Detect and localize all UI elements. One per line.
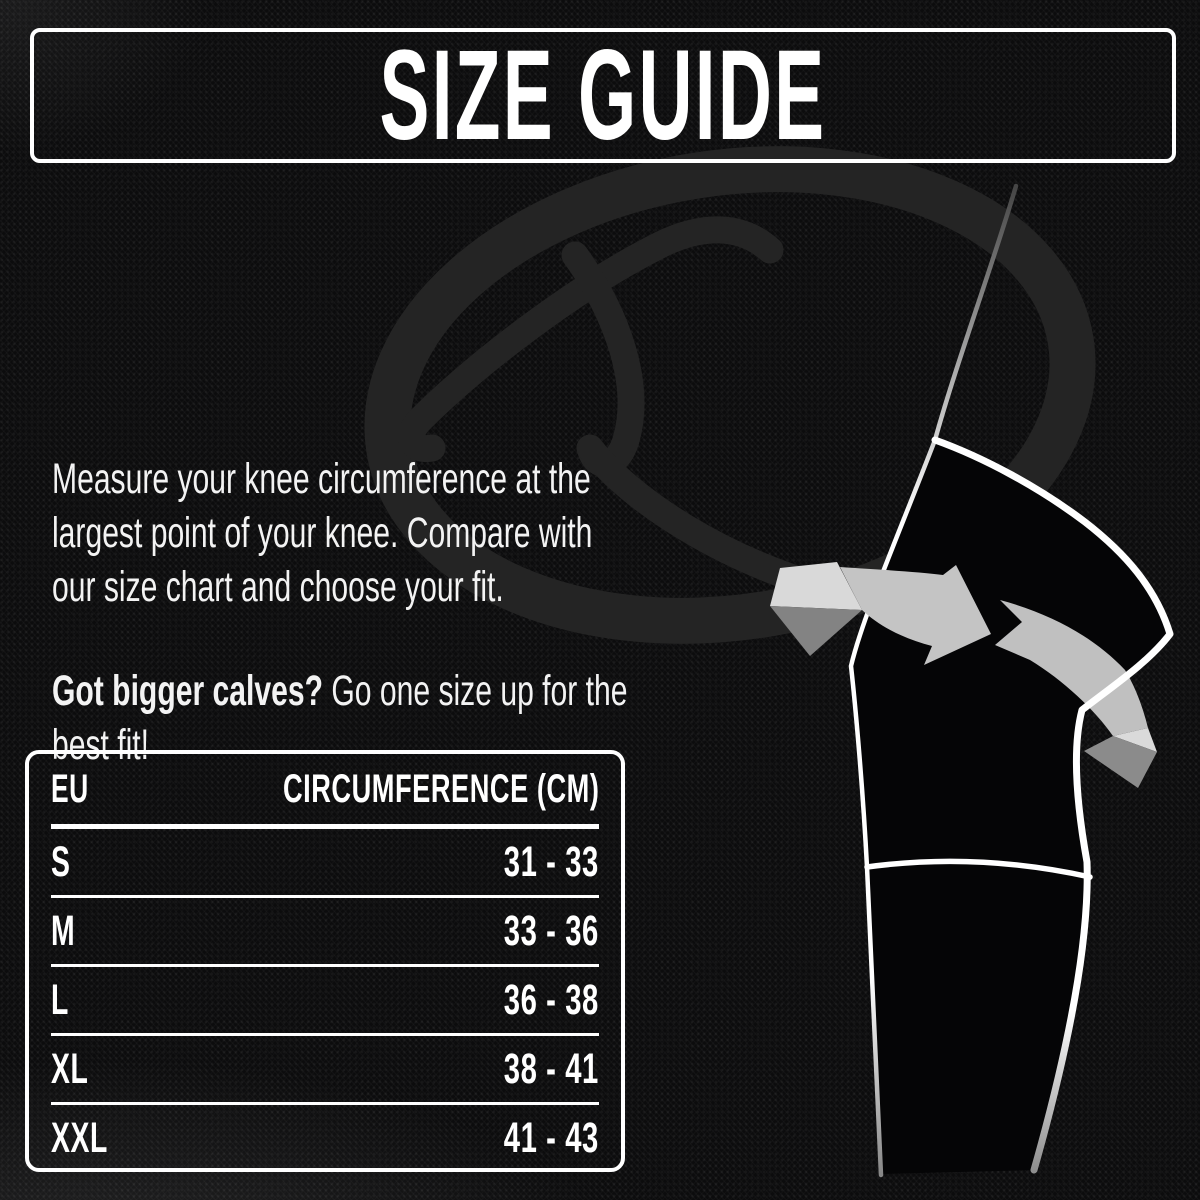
calves-tip-line: best fit! — [52, 721, 150, 769]
tape-fold-highlight — [770, 562, 862, 610]
table-row: XL 38 - 41 — [51, 1036, 599, 1105]
tape-fold-highlight — [1113, 728, 1157, 752]
size-range: 33 - 36 — [503, 906, 599, 955]
intro-line: Measure your knee circumference at the — [52, 455, 591, 503]
table-header-row: EU CIRCUMFERENCE (CM) — [51, 754, 599, 829]
size-label: M — [51, 906, 76, 955]
table-row: S 31 - 33 — [51, 829, 599, 898]
tape-fold-underside — [1084, 736, 1157, 788]
measuring-tape-arrow-left — [770, 562, 991, 665]
knee-measurement-diagram — [770, 183, 1174, 1178]
calves-tip: Got bigger calves? Go one size up for th… — [52, 664, 874, 772]
size-label: S — [51, 837, 71, 886]
size-range: 31 - 33 — [503, 837, 599, 886]
intro-line: largest point of your knee. Compare with — [52, 509, 593, 557]
calves-tip-line: Got bigger calves? Go one size up for th… — [52, 664, 628, 718]
leg-back-outline — [848, 183, 1019, 1178]
intro-text: Measure your knee circumference at the l… — [52, 452, 874, 772]
arrowhead-icon — [840, 565, 991, 665]
table-row: M 33 - 36 — [51, 898, 599, 967]
calves-tip-rest: Go one size up for the — [322, 667, 628, 715]
column-header-eu: EU — [51, 766, 89, 811]
tape-fold-underside — [770, 606, 862, 656]
size-range: 36 - 38 — [503, 975, 599, 1024]
watermark-ellipse — [364, 146, 1096, 644]
table-row: XXL 41 - 43 — [51, 1105, 599, 1171]
size-table: EU CIRCUMFERENCE (CM) S 31 - 33 M 33 - 3… — [25, 750, 625, 1172]
calves-tip-bold: Got bigger calves? — [52, 667, 323, 715]
measuring-tape-arrow-right — [995, 600, 1157, 788]
size-range: 38 - 41 — [503, 1044, 599, 1093]
page-title: SIZE GUIDE — [379, 23, 827, 167]
leg-front-outline — [931, 436, 1174, 1174]
size-label: XXL — [51, 1113, 108, 1162]
intro-line: our size chart and choose your fit. — [52, 563, 504, 611]
column-header-circumference: CIRCUMFERENCE (CM) — [282, 766, 599, 811]
size-range: 41 - 43 — [503, 1113, 599, 1162]
size-label: XL — [51, 1044, 89, 1093]
measure-instructions: Measure your knee circumference at the l… — [52, 452, 874, 614]
size-guide-header: SIZE GUIDE — [30, 28, 1176, 163]
size-label: L — [51, 975, 69, 1024]
sleeve-bottom-edge-line — [864, 858, 1093, 880]
table-row: L 36 - 38 — [51, 967, 599, 1036]
